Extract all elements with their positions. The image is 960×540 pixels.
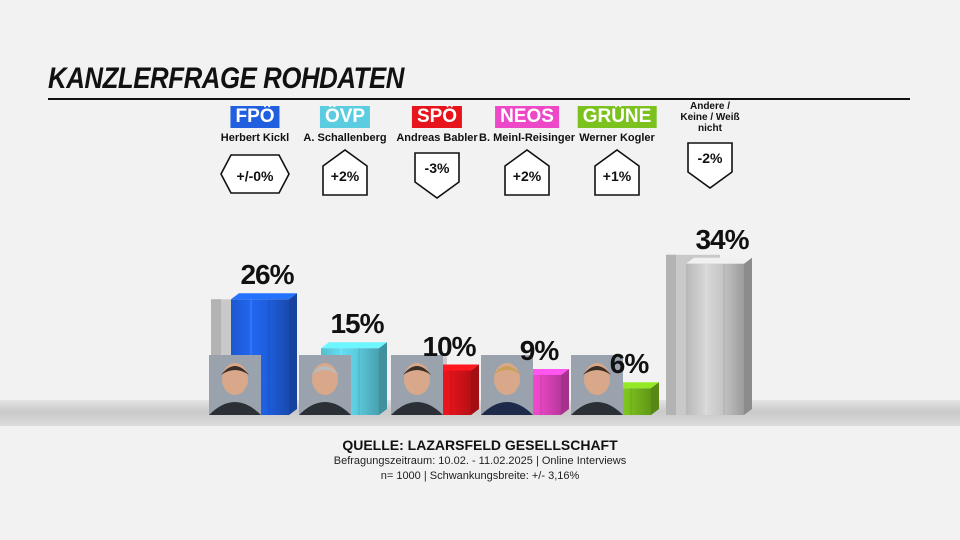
candidate-name-2: Andreas Babler: [396, 132, 478, 144]
change-shape-5: [687, 142, 733, 189]
bar-side-3: [561, 368, 569, 415]
candidate-name-4: Werner Kogler: [579, 132, 655, 144]
title-rule: [48, 98, 910, 100]
portrait-hair-0: [221, 366, 249, 375]
prev-bar-edge-5: [666, 254, 676, 415]
party-badge-1: ÖVP: [319, 106, 371, 128]
other-label: Andere / Keine / Weiß nicht: [680, 101, 740, 134]
change-shape-1: [322, 149, 368, 196]
change-label-5: -2%: [697, 150, 723, 166]
change-shape-2: [414, 152, 460, 199]
source-title: QUELLE: LAZARSFELD GESELLSCHAFT: [342, 437, 618, 453]
portrait-body-0: [209, 402, 261, 415]
change-label-0: +/-0%: [236, 168, 274, 184]
bar-top-1: [321, 342, 387, 349]
value-label-5: 34%: [695, 223, 749, 255]
floor-shadow: [0, 400, 960, 426]
portrait-body-3: [481, 402, 533, 415]
candidate-name-1: A. Schallenberg: [303, 132, 387, 144]
value-label-2: 10%: [422, 330, 476, 362]
portrait-hair-4: [583, 366, 611, 375]
portrait-body-1: [299, 402, 351, 415]
portrait-body-2: [391, 402, 443, 415]
value-label-1: 15%: [330, 308, 384, 340]
party-badge-0: FPÖ: [230, 106, 280, 128]
bar-top-0: [231, 293, 297, 300]
portrait-hair-1: [311, 366, 339, 375]
bar-side-2: [471, 364, 479, 415]
bar-side-4: [651, 382, 659, 415]
candidate-name-3: B. Meinl-Reisinger: [479, 132, 575, 144]
bar-side-1: [379, 342, 387, 415]
bar-side-5: [744, 257, 752, 415]
change-label-1: +2%: [330, 168, 360, 184]
value-label-4: 6%: [609, 348, 649, 380]
portrait-hair-3: [493, 366, 521, 375]
change-shape-0: [220, 154, 290, 194]
change-label-4: +1%: [602, 168, 632, 184]
source-line-2: n= 1000 | Schwankungsbreite: +/- 3,16%: [380, 470, 580, 482]
party-badge-4: GRÜNE: [577, 106, 657, 128]
portrait-1: [299, 355, 351, 415]
change-label-3: +2%: [512, 168, 542, 184]
portrait-2: [391, 355, 443, 415]
bar-top-5: [686, 257, 752, 264]
party-badge-2: SPÖ: [411, 106, 463, 128]
change-label-2: -3%: [424, 160, 450, 176]
portrait-4: [571, 355, 623, 415]
portrait-body-4: [571, 402, 623, 415]
party-badge-3: NEOS: [495, 106, 559, 128]
portrait-hair-2: [403, 366, 431, 375]
change-shape-4: [594, 149, 640, 196]
bar-5: [686, 263, 744, 415]
value-label-0: 26%: [240, 259, 294, 291]
candidate-name-0: Herbert Kickl: [220, 132, 290, 144]
chart-title: KANZLERFRAGE ROHDATEN: [48, 62, 404, 95]
value-label-3: 9%: [519, 334, 559, 366]
bar-side-0: [289, 293, 297, 415]
portrait-3: [481, 355, 533, 415]
change-shape-3: [504, 149, 550, 196]
source-line-1: Befragungszeitraum: 10.02. - 11.02.2025 …: [333, 455, 627, 467]
portrait-0: [209, 355, 261, 415]
